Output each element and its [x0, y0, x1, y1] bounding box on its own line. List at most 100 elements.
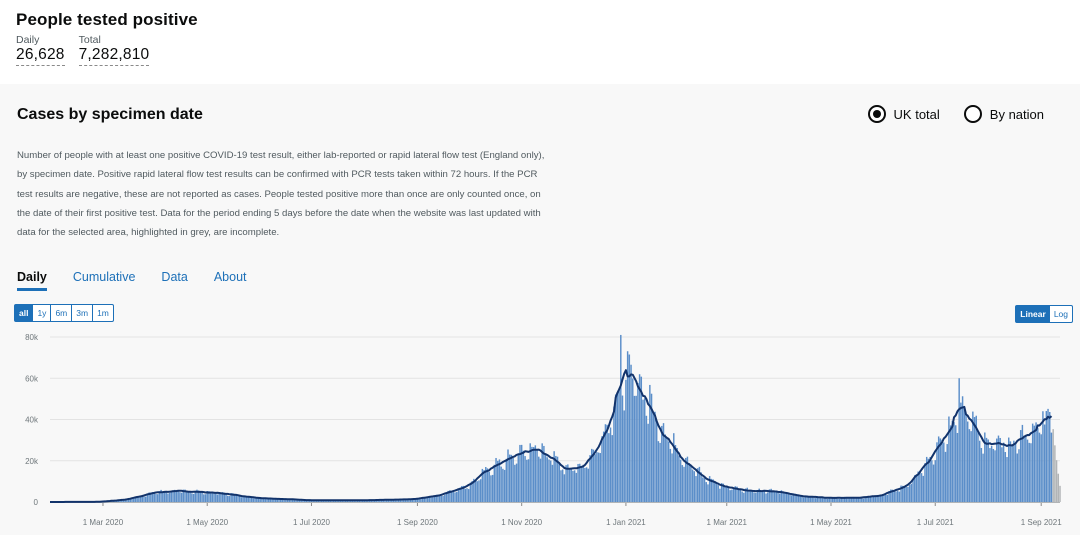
daily-bar — [153, 493, 155, 502]
daily-bar — [977, 431, 979, 502]
daily-bar — [698, 466, 701, 502]
daily-bar — [922, 475, 925, 502]
daily-bar — [575, 472, 578, 502]
tab-cumulative[interactable]: Cumulative — [72, 270, 136, 284]
x-tick-label: 1 Mar 2021 — [707, 518, 748, 527]
daily-bar — [156, 494, 159, 502]
daily-bar — [616, 393, 619, 502]
range-1y-button[interactable]: 1y — [33, 305, 52, 321]
tab-daily[interactable]: Daily — [17, 270, 47, 291]
daily-bar — [290, 498, 292, 502]
incomplete-bar — [1057, 473, 1060, 502]
radio-selected-icon[interactable] — [867, 105, 886, 123]
daily-bar — [580, 467, 583, 502]
daily-bar — [493, 464, 496, 502]
tab-data[interactable]: Data — [161, 270, 188, 284]
daily-bar — [696, 468, 699, 502]
daily-bar — [861, 498, 863, 502]
daily-bar — [563, 474, 566, 502]
daily-bar — [414, 498, 417, 502]
daily-bar — [380, 500, 383, 502]
daily-bar — [673, 433, 675, 502]
scale-log-button[interactable]: Log — [1053, 309, 1068, 319]
daily-bar — [1038, 432, 1041, 502]
daily-bar — [891, 489, 894, 502]
daily-bar — [857, 497, 860, 502]
daily-bar — [714, 482, 716, 502]
daily-bar — [953, 422, 955, 502]
range-6m-button[interactable]: 6m — [51, 305, 73, 321]
daily-bar — [614, 394, 617, 502]
daily-metric[interactable]: Daily 26,628 — [16, 34, 65, 66]
daily-bar — [743, 492, 745, 502]
daily-bar — [597, 452, 600, 502]
daily-bar — [479, 479, 482, 502]
daily-bar — [989, 448, 991, 502]
daily-bar — [739, 489, 742, 502]
daily-bar — [896, 490, 899, 502]
daily-bar — [760, 490, 762, 502]
daily-bar — [572, 470, 574, 502]
daily-bar — [710, 478, 713, 502]
radio-uk-total[interactable]: UK total — [867, 105, 940, 123]
daily-bar — [843, 496, 846, 502]
daily-bar — [862, 498, 865, 502]
daily-bar — [119, 500, 121, 502]
daily-bar — [450, 491, 453, 502]
daily-bar — [536, 449, 538, 502]
scale-linear-button[interactable]: Linear — [1016, 306, 1050, 322]
tab-about[interactable]: About — [213, 270, 247, 284]
daily-bar — [852, 496, 854, 502]
daily-bar — [491, 474, 494, 502]
daily-bar — [756, 490, 759, 502]
daily-bar — [392, 499, 395, 502]
daily-bar — [654, 411, 656, 502]
radio-unselected-icon[interactable] — [963, 105, 982, 123]
daily-bar — [961, 396, 964, 502]
daily-value[interactable]: 26,628 — [16, 46, 65, 66]
daily-bar — [187, 492, 190, 502]
daily-bar — [139, 496, 142, 502]
daily-bar — [831, 497, 834, 502]
range-3m-button[interactable]: 3m — [72, 305, 94, 321]
daily-bar — [604, 424, 607, 502]
daily-bar — [286, 499, 289, 502]
daily-bar — [579, 463, 581, 502]
daily-bar — [192, 493, 195, 502]
daily-bar — [488, 471, 490, 502]
daily-bar — [837, 498, 839, 502]
daily-bar — [182, 489, 185, 502]
daily-bar — [635, 395, 637, 502]
daily-bar — [497, 460, 499, 502]
cases-chart[interactable]: 0 20k 40k 60k 80k 1 Mar 2020 1 May 2020 1 Jul 2… — [0, 84, 1080, 535]
daily-bar — [158, 491, 161, 502]
radio-by-nation[interactable]: By nation — [963, 105, 1044, 123]
daily-bar — [570, 468, 572, 502]
range-all-button[interactable]: all — [15, 305, 34, 321]
range-1m-button[interactable]: 1m — [97, 308, 109, 318]
daily-bar — [602, 431, 605, 502]
daily-bar — [522, 450, 525, 502]
daily-label: Daily — [16, 34, 40, 46]
daily-bar — [842, 497, 844, 502]
daily-bar — [655, 420, 658, 502]
daily-bar — [250, 497, 253, 502]
daily-bar — [685, 457, 687, 502]
daily-bar — [826, 498, 829, 502]
total-metric[interactable]: Total 7,282,810 — [78, 34, 150, 66]
daily-bar — [172, 490, 174, 502]
daily-bar — [244, 495, 246, 502]
total-value[interactable]: 7,282,810 — [78, 46, 150, 66]
daily-bar — [459, 487, 461, 502]
daily-bar — [213, 493, 215, 502]
daily-bar — [727, 487, 730, 502]
daily-bar — [225, 494, 227, 502]
daily-bar — [221, 492, 224, 502]
daily-bar — [917, 471, 919, 502]
daily-bar — [174, 489, 176, 502]
page-title: People tested positive — [16, 10, 198, 29]
daily-bar — [148, 492, 150, 502]
daily-bar — [958, 378, 960, 502]
daily-bar — [568, 468, 571, 502]
daily-bar — [690, 464, 692, 502]
